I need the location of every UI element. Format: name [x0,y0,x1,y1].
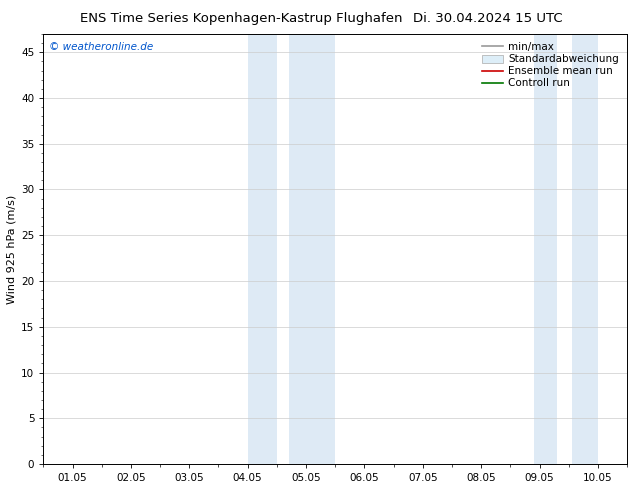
Bar [534,34,557,464]
Y-axis label: Wind 925 hPa (m/s): Wind 925 hPa (m/s) [7,195,17,304]
Text: Di. 30.04.2024 15 UTC: Di. 30.04.2024 15 UTC [413,12,563,25]
Legend: min/max, Standardabweichung, Ensemble mean run, Controll run: min/max, Standardabweichung, Ensemble me… [479,39,622,92]
Bar [248,34,277,464]
Text: © weatheronline.de: © weatheronline.de [49,43,153,52]
Text: ENS Time Series Kopenhagen-Kastrup Flughafen: ENS Time Series Kopenhagen-Kastrup Flugh… [80,12,402,25]
Bar [288,34,335,464]
Bar [572,34,598,464]
